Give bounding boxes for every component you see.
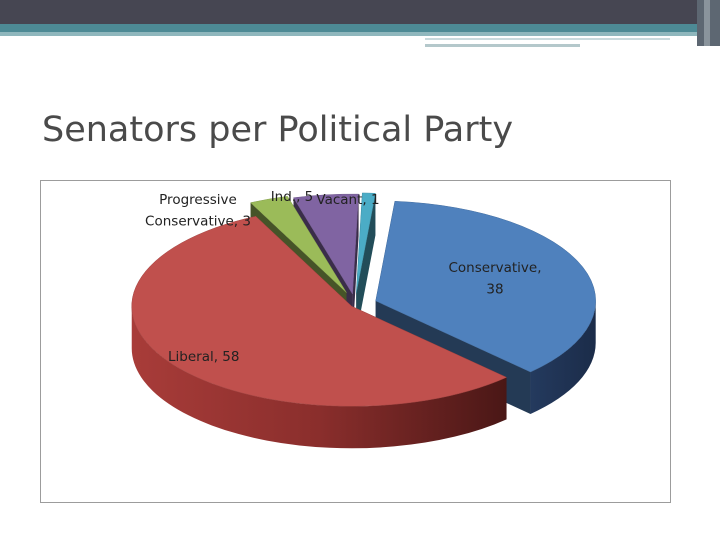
- slide-accent-stripe-light: [0, 32, 720, 36]
- slide-accent-line-short: [425, 44, 580, 47]
- pie-slice-independent[interactable]: [293, 193, 359, 295]
- data-label-line: Conservative,: [448, 260, 541, 276]
- slide-accent-line: [425, 38, 670, 40]
- pie-slice-conservative[interactable]: [375, 201, 596, 373]
- data-label-line: 38: [486, 282, 503, 298]
- data-label-line: Conservative, 3: [145, 214, 251, 230]
- pie-chart: Conservative, 38 Liberal, 58 Progressive Con…: [131, 189, 596, 449]
- data-label-independent: Ind., 5: [271, 189, 314, 205]
- pie-slice-wall-independent-1: [352, 194, 359, 337]
- data-label-line: Liberal, 58: [168, 349, 239, 365]
- data-label-liberal: Liberal, 58: [168, 349, 239, 365]
- pie-slice-edge-liberal-0: [131, 306, 507, 449]
- data-label-line: Ind., 5: [271, 189, 314, 205]
- data-label-line: Progressive: [159, 192, 237, 208]
- pie-slice-edge-conservative-0: [530, 300, 596, 414]
- pie-slice-progressive-conservative[interactable]: [250, 196, 347, 293]
- data-label-vacant: Vacant, 1: [316, 192, 379, 208]
- pie-slice-vacant[interactable]: [356, 192, 376, 293]
- data-label-progressive-conservative: Progressive Conservative, 3: [145, 192, 251, 230]
- slide-title: Senators per Political Party: [42, 110, 514, 150]
- slide-top-bar: [0, 0, 720, 24]
- slide-accent-stripe: [0, 24, 720, 32]
- data-label-line: Vacant, 1: [316, 192, 379, 208]
- data-label-conservative: Conservative, 38: [448, 260, 541, 298]
- slide-corner-block-inner: [704, 0, 710, 46]
- pie-slice-liberal[interactable]: [131, 216, 508, 407]
- pie-slice-wall-vacant-1: [356, 193, 376, 335]
